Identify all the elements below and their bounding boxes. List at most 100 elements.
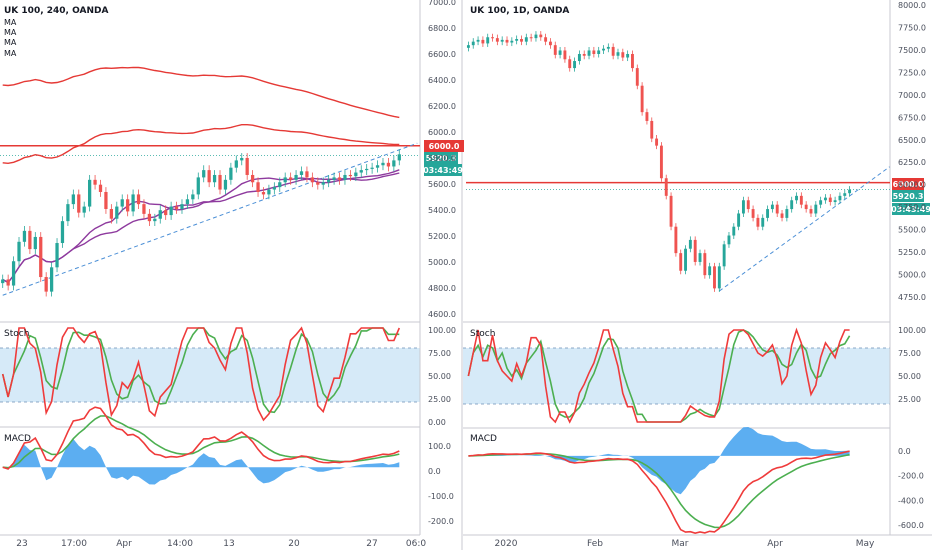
right-price-label: 5920.3 <box>893 192 924 201</box>
candle-body <box>471 41 475 46</box>
candle-body <box>44 277 48 292</box>
candle-body <box>466 45 470 48</box>
y-tick-label: -400.0 <box>898 496 924 505</box>
candle-body <box>1 279 5 284</box>
left-timer-label: 03:43:49 <box>423 166 463 175</box>
right-y-axis: 8000.0 7750.0 7500.0 7250.0 7000.0 6750.0 6500… <box>898 1 926 530</box>
y-tick-label: 50.00 <box>428 372 451 381</box>
y-tick-label: 100.00 <box>428 326 456 335</box>
candle-body <box>548 41 552 46</box>
candle-body <box>180 204 184 209</box>
y-tick-label: -100.0 <box>428 492 454 501</box>
y-tick-label: 5400.0 <box>428 206 456 215</box>
right-stoch-lines <box>467 327 851 424</box>
candle-body <box>185 199 190 205</box>
candle-body <box>679 253 683 271</box>
candle-body <box>582 53 586 56</box>
candle-body <box>120 199 124 207</box>
candle-body <box>386 162 391 167</box>
candle-body <box>790 200 794 210</box>
candle-body <box>327 179 331 183</box>
left-ma-label-2: MA <box>4 28 17 37</box>
right-chart-title: UK 100, 1D, OANDA <box>470 6 569 16</box>
x-tick-label: 06:0 <box>406 539 426 549</box>
left-chart-title: UK 100, 240, OANDA <box>4 6 108 16</box>
y-tick-label: 5250.0 <box>898 248 926 257</box>
candle-body <box>640 85 644 113</box>
candle-body <box>809 209 813 214</box>
candle-body <box>174 206 179 209</box>
y-tick-label: 8000.0 <box>898 1 926 10</box>
candle-body <box>698 253 702 262</box>
candle-body <box>142 204 146 214</box>
right-chart[interactable]: UK 100, 1D, OANDA Stoch MACD 6000.0 5920… <box>463 0 932 549</box>
x-tick-label: 27 <box>366 539 377 549</box>
candle-body <box>305 171 309 178</box>
candle-body <box>824 197 827 201</box>
candle-body <box>66 204 70 222</box>
candle-body <box>828 197 832 203</box>
candle-body <box>534 34 538 39</box>
y-tick-label: 4800.0 <box>428 284 456 293</box>
candle-body <box>717 266 721 289</box>
x-tick-label: 20 <box>288 539 300 549</box>
y-tick-label: 5200.0 <box>428 232 456 241</box>
y-tick-label: 7250.0 <box>898 68 926 77</box>
left-ma-label-4: MA <box>4 49 17 58</box>
y-tick-label: 100.00 <box>898 326 926 335</box>
left-hline-label: 6000.0 <box>429 142 460 151</box>
candle-body <box>495 38 499 42</box>
candle-body <box>476 39 480 42</box>
left-macd <box>2 406 400 485</box>
candle-body <box>621 52 625 58</box>
r-trendline <box>719 166 890 292</box>
candle-body <box>359 170 363 173</box>
candle-body <box>98 184 103 192</box>
macd-line <box>2 406 400 470</box>
candle-body <box>655 138 659 146</box>
candle-body <box>104 191 108 209</box>
y-tick-label: 0.00 <box>428 418 446 427</box>
y-tick-label: 5600.0 <box>428 180 456 189</box>
l-trendline <box>2 142 418 296</box>
candle-body <box>321 182 325 185</box>
candle-body <box>602 48 605 51</box>
candle-body <box>202 170 206 178</box>
left-price-label: 5920.3 <box>426 154 457 163</box>
candle-body <box>795 195 798 201</box>
left-stoch-band <box>0 348 420 402</box>
candle-body <box>563 50 567 60</box>
left-x-axis: 23 17:00 Apr 14:00 13 20 27 06:0 <box>16 539 426 549</box>
x-tick-label: May <box>856 539 875 549</box>
candle-body <box>626 53 630 58</box>
x-tick-label: 2020 <box>495 539 518 549</box>
x-tick-label: Mar <box>672 539 689 549</box>
left-chart[interactable]: UK 100, 240, OANDA MA MA MA MA Stoch MAC… <box>0 0 464 550</box>
candle-body <box>635 68 639 86</box>
candle-body <box>229 167 233 180</box>
candle-body <box>164 210 168 216</box>
candle-body <box>169 206 173 216</box>
candle-body <box>500 39 504 42</box>
candle-body <box>261 191 266 195</box>
candle-body <box>223 179 228 190</box>
candle-body <box>316 182 320 185</box>
candle-body <box>245 157 249 175</box>
candle-body <box>722 244 726 267</box>
candle-body <box>833 200 837 203</box>
candle-body <box>60 221 65 244</box>
candle-body <box>515 39 519 41</box>
candle-body <box>294 174 298 180</box>
stoch-k-line <box>467 327 850 424</box>
candle-body <box>848 189 852 194</box>
y-tick-label: -200.0 <box>428 517 454 526</box>
y-tick-label: 4750.0 <box>898 293 926 302</box>
y-tick-label: 6800.0 <box>428 24 456 33</box>
candle-body <box>267 189 271 195</box>
macd-line <box>468 450 850 535</box>
candle-body <box>22 230 27 242</box>
y-tick-label: 6000.0 <box>898 181 926 190</box>
candle-body <box>191 194 195 200</box>
macd-histogram <box>2 438 400 485</box>
